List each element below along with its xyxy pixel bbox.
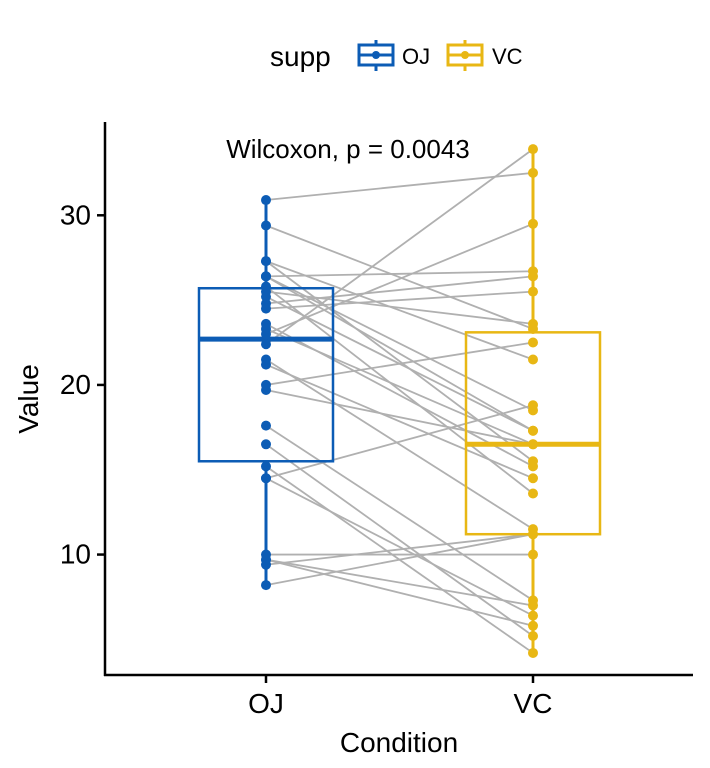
- y-tick-label-20: 20: [60, 369, 91, 400]
- legend-title: supp: [270, 41, 331, 72]
- point-oj-18: [261, 359, 271, 370]
- point-vc-29: [528, 323, 538, 334]
- pair-line-20: [265, 260, 534, 462]
- point-oj-28: [261, 256, 271, 267]
- point-vc-9: [528, 630, 538, 641]
- point-vc-5: [528, 610, 538, 621]
- pair-lines: [265, 148, 534, 654]
- point-vc-16: [528, 425, 538, 436]
- legend: supp OJ VC: [270, 40, 523, 72]
- pair-line-23: [265, 148, 534, 345]
- point-oj-9: [261, 439, 271, 450]
- boxplots: [197, 149, 602, 653]
- pair-line-27: [265, 270, 534, 278]
- point-vc-23: [528, 144, 538, 155]
- x-tick-label-vc: VC: [514, 688, 553, 719]
- point-vc-12: [528, 439, 538, 450]
- pair-line-18: [265, 363, 534, 480]
- legend-item-vc: VC: [446, 40, 523, 71]
- point-vc-30: [528, 218, 538, 229]
- point-oj-23: [261, 339, 271, 350]
- point-oj-29: [261, 220, 271, 231]
- legend-item-oj: OJ: [357, 40, 430, 71]
- pair-line-28: [265, 260, 534, 361]
- test-annotation: Wilcoxon, p = 0.0043: [226, 134, 470, 164]
- point-oj-30: [261, 329, 271, 340]
- point-vc-28: [528, 354, 538, 365]
- y-tick-label-30: 30: [60, 199, 91, 230]
- pair-line-25: [265, 275, 534, 305]
- point-vc-22: [528, 405, 538, 416]
- point-vc-10: [528, 600, 538, 611]
- point-oj-3: [261, 420, 271, 431]
- point-vc-27: [528, 266, 538, 277]
- point-oj-1: [261, 461, 271, 472]
- point-vc-6: [528, 549, 538, 560]
- point-oj-27: [261, 271, 271, 282]
- point-oj-25: [261, 298, 271, 309]
- point-vc-18: [528, 473, 538, 484]
- point-oj-13: [261, 318, 271, 329]
- point-vc-26: [528, 167, 538, 178]
- legend-key-oj: [357, 40, 395, 71]
- pair-line-5: [265, 477, 534, 617]
- pair-line-2: [265, 358, 534, 530]
- data-points: [261, 144, 538, 658]
- x-ticks: OJ VC: [248, 675, 552, 719]
- pair-line-4: [265, 558, 534, 627]
- point-vc-15: [528, 337, 538, 348]
- y-axis-title: Value: [13, 364, 44, 434]
- pair-line-3: [265, 424, 534, 602]
- pair-line-19: [265, 404, 534, 480]
- point-vc-1: [528, 647, 538, 658]
- point-oj-26: [261, 195, 271, 206]
- point-oj-15: [261, 379, 271, 390]
- point-oj-21: [261, 286, 271, 297]
- point-vc-24: [528, 286, 538, 297]
- point-vc-8: [528, 529, 538, 540]
- point-oj-7: [261, 580, 271, 591]
- point-vc-17: [528, 488, 538, 499]
- point-vc-20: [528, 456, 538, 467]
- x-axis-title: Condition: [340, 727, 458, 758]
- pair-line-24: [265, 290, 534, 310]
- pair-line-11: [265, 389, 534, 446]
- x-tick-label-oj: OJ: [248, 688, 284, 719]
- point-oj-10: [261, 554, 271, 565]
- point-vc-4: [528, 620, 538, 631]
- legend-key-vc: [446, 40, 484, 71]
- point-oj-19: [261, 473, 271, 484]
- pair-line-9: [265, 443, 534, 637]
- pair-line-30: [265, 222, 534, 335]
- pair-line-21: [265, 290, 534, 325]
- pair-line-10: [265, 558, 534, 607]
- pair-line-7: [265, 533, 534, 586]
- pair-line-29: [265, 224, 534, 330]
- legend-label-oj: OJ: [402, 44, 430, 69]
- pair-line-16: [265, 295, 534, 432]
- legend-label-vc: VC: [492, 44, 523, 69]
- y-tick-label-10: 10: [60, 539, 91, 570]
- y-ticks: 10 20 30: [60, 199, 105, 570]
- pair-line-8: [265, 533, 534, 566]
- pair-line-26: [265, 171, 534, 201]
- pair-line-14: [265, 275, 534, 432]
